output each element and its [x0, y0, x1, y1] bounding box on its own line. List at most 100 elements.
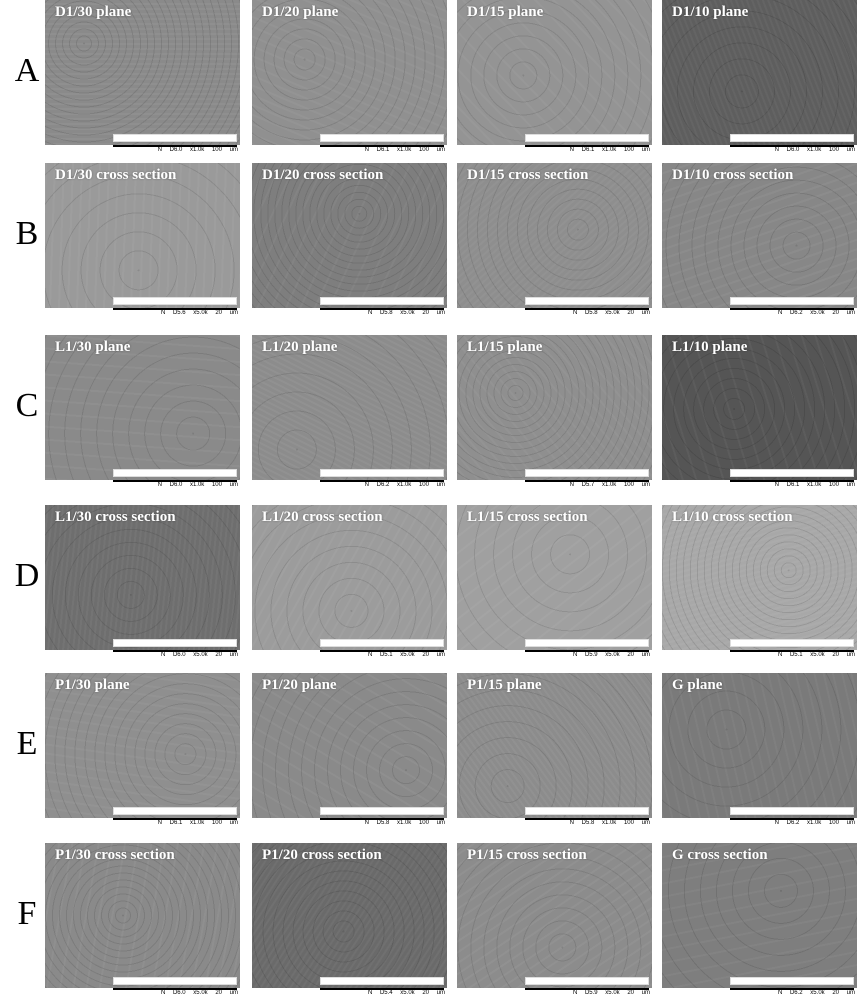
scale-bar-underline — [113, 650, 237, 652]
panel-label: D1/30 cross section — [55, 167, 177, 183]
sem-panel: D1/15 plane N D6.1 x1.0k 100 um — [457, 0, 652, 158]
sem-panel: D1/30 plane N D6.0 x1.0k 100 um — [45, 0, 240, 158]
scale-bar — [113, 297, 237, 305]
row-letter: A — [14, 52, 40, 89]
row-letter: F — [17, 895, 37, 932]
sem-caption: N D6.2 x1.0k 100 um — [364, 482, 445, 488]
sem-caption: N D5.7 x1.0k 100 um — [569, 482, 650, 488]
micrograph-texture — [252, 843, 447, 988]
sem-panel: D1/10 plane N D6.0 x1.0k 100 um — [662, 0, 857, 158]
sem-micrograph — [662, 335, 857, 480]
sem-panel: D1/20 cross section N D5.8 x5.0k 20 um — [252, 163, 447, 321]
sem-micrograph — [45, 163, 240, 308]
micrograph-texture — [662, 673, 857, 818]
row-letter: B — [15, 215, 39, 252]
scale-bar — [320, 297, 444, 305]
micrograph-texture — [662, 163, 857, 308]
sem-caption: N D6.0 x1.0k 100 um — [774, 147, 855, 153]
sem-micrograph — [252, 505, 447, 650]
panel-label: P1/15 plane — [467, 677, 542, 693]
scale-bar-underline — [525, 308, 649, 310]
panel-label: L1/20 plane — [262, 339, 338, 355]
micrograph-texture — [457, 335, 652, 480]
panel-label: D1/20 plane — [262, 4, 339, 20]
panel-label: D1/15 cross section — [467, 167, 589, 183]
panel-label: L1/30 plane — [55, 339, 131, 355]
scale-bar-underline — [525, 988, 649, 990]
scale-bar — [320, 469, 444, 477]
sem-caption: N D6.1 x1.0k 100 um — [157, 820, 238, 826]
sem-caption: N D5.6 x5.0k 20 um — [160, 310, 238, 316]
sem-panel: P1/30 plane N D6.1 x1.0k 100 um — [45, 673, 240, 831]
scale-bar — [730, 469, 854, 477]
micrograph-texture — [45, 673, 240, 818]
panel-label: P1/15 cross section — [467, 847, 587, 863]
row-letter: C — [15, 387, 39, 424]
sem-micrograph — [252, 843, 447, 988]
sem-panel: D1/20 plane N D6.1 x1.0k 100 um — [252, 0, 447, 158]
scale-bar — [113, 134, 237, 142]
panel-label: P1/30 plane — [55, 677, 130, 693]
scale-bar-underline — [320, 988, 444, 990]
sem-panel: L1/15 cross section N D5.9 x5.0k 20 um — [457, 505, 652, 663]
micrograph-texture — [252, 163, 447, 308]
sem-panel: L1/15 plane N D5.7 x1.0k 100 um — [457, 335, 652, 493]
sem-micrograph — [45, 843, 240, 988]
sem-caption: N D6.0 x5.0k 20 um — [160, 652, 238, 658]
scale-bar-underline — [730, 988, 854, 990]
sem-micrograph — [457, 163, 652, 308]
sem-micrograph — [45, 505, 240, 650]
scale-bar — [730, 977, 854, 985]
sem-caption: N D5.8 x5.0k 20 um — [367, 310, 445, 316]
sem-micrograph — [457, 335, 652, 480]
scale-bar — [113, 469, 237, 477]
scale-bar-underline — [525, 818, 649, 820]
scale-bar — [320, 639, 444, 647]
scale-bar-underline — [525, 650, 649, 652]
panel-label: L1/10 plane — [672, 339, 748, 355]
sem-caption: N D6.2 x5.0k 20 um — [777, 310, 855, 316]
panel-label: P1/30 cross section — [55, 847, 175, 863]
scale-bar-underline — [730, 650, 854, 652]
sem-caption: N D5.9 x5.0k 20 um — [572, 990, 650, 996]
sem-caption: N D6.2 x5.0k 20 um — [777, 990, 855, 996]
micrograph-texture — [45, 335, 240, 480]
scale-bar — [320, 977, 444, 985]
sem-panel: L1/10 cross section N D5.1 x5.0k 20 um — [662, 505, 857, 663]
sem-micrograph — [252, 335, 447, 480]
sem-caption: N D6.1 x1.0k 100 um — [569, 147, 650, 153]
scale-bar — [730, 807, 854, 815]
sem-micrograph — [45, 673, 240, 818]
micrograph-texture — [252, 0, 447, 145]
row-letter: E — [16, 725, 38, 762]
sem-micrograph — [45, 335, 240, 480]
scale-bar-underline — [113, 308, 237, 310]
scale-bar-underline — [113, 145, 237, 147]
sem-caption: N D6.1 x1.0k 100 um — [774, 482, 855, 488]
sem-caption: N D6.0 x1.0k 100 um — [157, 482, 238, 488]
scale-bar — [113, 639, 237, 647]
scale-bar — [113, 807, 237, 815]
scale-bar — [730, 297, 854, 305]
scale-bar-underline — [525, 145, 649, 147]
micrograph-texture — [457, 0, 652, 145]
micrograph-texture — [662, 335, 857, 480]
sem-panel: P1/20 plane N D5.8 x1.0k 100 um — [252, 673, 447, 831]
sem-micrograph — [662, 163, 857, 308]
scale-bar — [525, 639, 649, 647]
sem-panel: L1/30 plane N D6.0 x1.0k 100 um — [45, 335, 240, 493]
sem-micrograph — [252, 163, 447, 308]
scale-bar-underline — [113, 480, 237, 482]
scale-bar — [525, 297, 649, 305]
panel-label: G cross section — [672, 847, 768, 863]
micrograph-texture — [662, 505, 857, 650]
scale-bar-underline — [730, 145, 854, 147]
micrograph-texture — [252, 505, 447, 650]
sem-caption: N D5.8 x1.0k 100 um — [569, 820, 650, 826]
sem-micrograph — [45, 0, 240, 145]
micrograph-texture — [45, 163, 240, 308]
scale-bar-underline — [320, 818, 444, 820]
scale-bar-underline — [320, 480, 444, 482]
panel-label: L1/15 cross section — [467, 509, 588, 525]
sem-micrograph — [662, 0, 857, 145]
